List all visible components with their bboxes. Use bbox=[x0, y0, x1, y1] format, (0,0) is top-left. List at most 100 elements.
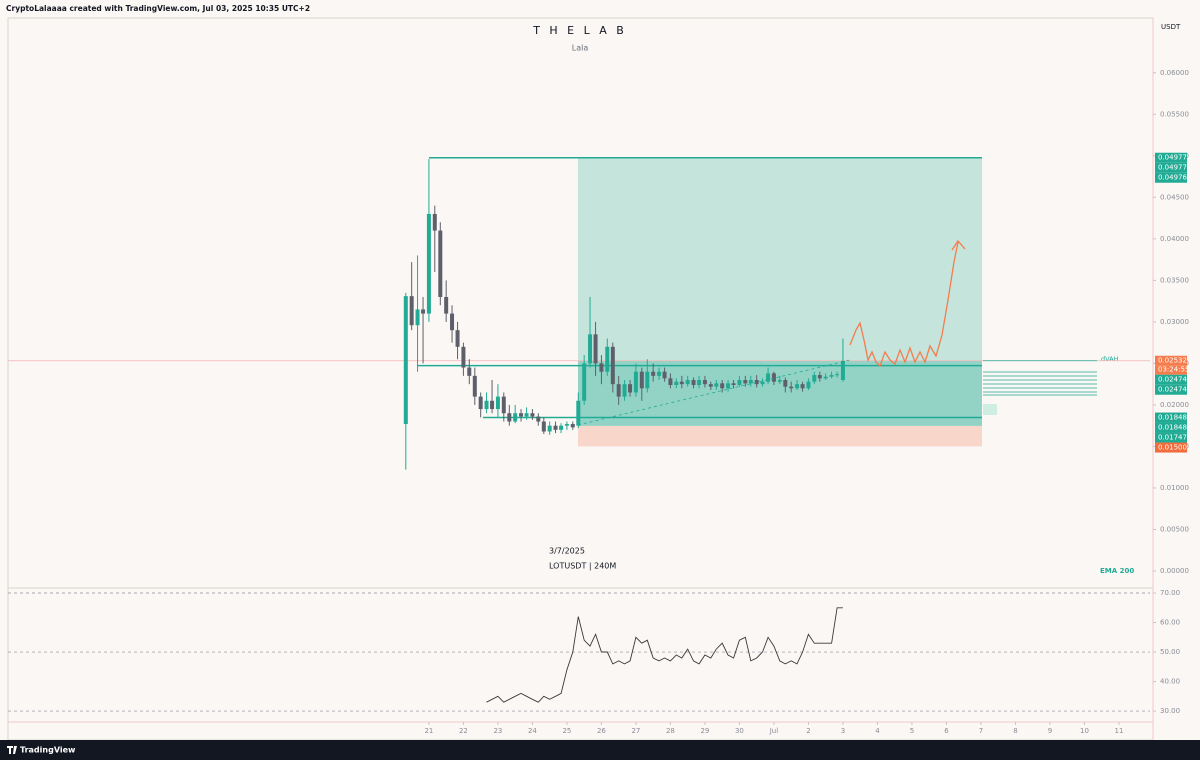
candle-body bbox=[771, 373, 776, 382]
candle-body bbox=[743, 380, 748, 384]
candle-body bbox=[766, 373, 771, 382]
y-tick-label: 60.00 bbox=[1160, 619, 1180, 627]
candle-body bbox=[708, 384, 713, 387]
candle-body bbox=[605, 346, 610, 372]
x-tick-label: 10 bbox=[1080, 727, 1089, 735]
candle-body bbox=[530, 413, 535, 417]
y-tick-label: 0.05500 bbox=[1160, 110, 1189, 118]
countdown-box bbox=[1155, 365, 1187, 375]
candle-body bbox=[679, 381, 684, 385]
candle-body bbox=[748, 380, 753, 384]
y-tick-label: 70.00 bbox=[1160, 589, 1180, 597]
candle-body bbox=[628, 384, 633, 393]
candle-body bbox=[409, 296, 414, 326]
trend-line bbox=[577, 359, 851, 426]
candle-body bbox=[582, 363, 587, 401]
candle-body bbox=[432, 213, 437, 231]
price-label-box bbox=[1155, 374, 1187, 385]
candle-body bbox=[490, 400, 495, 410]
candle-body bbox=[685, 380, 690, 385]
price-label: 0.01500 bbox=[1158, 444, 1187, 452]
y-tick-label: 40.00 bbox=[1160, 678, 1180, 686]
candle-body bbox=[501, 396, 506, 414]
projection-path bbox=[849, 241, 959, 368]
footer-bar bbox=[0, 740, 1200, 760]
price-label-box bbox=[1155, 172, 1187, 183]
x-tick-label: 11 bbox=[1114, 727, 1123, 735]
y-tick-label: 0.04500 bbox=[1160, 193, 1189, 201]
countdown: 03:24:55 bbox=[1158, 366, 1189, 374]
candle-body bbox=[478, 396, 483, 410]
candle-body bbox=[507, 413, 512, 422]
candle-body bbox=[702, 380, 707, 385]
price-label: 0.04976 bbox=[1158, 174, 1187, 182]
candle-body bbox=[484, 400, 489, 410]
candle-body bbox=[817, 375, 822, 379]
x-tick-label: 4 bbox=[875, 727, 880, 735]
candle-body bbox=[616, 384, 621, 397]
price-label: 0.04977 bbox=[1158, 164, 1187, 172]
candle-body bbox=[524, 413, 529, 417]
range-zone bbox=[578, 360, 982, 426]
candle-body bbox=[461, 346, 466, 368]
candle-body bbox=[651, 371, 656, 376]
x-tick-label: 27 bbox=[631, 727, 640, 735]
candle-body bbox=[726, 383, 731, 389]
candle-body bbox=[536, 416, 541, 422]
profile-box bbox=[983, 404, 997, 415]
y-tick-label: 0.02000 bbox=[1160, 401, 1189, 409]
price-label: 0.04977 bbox=[1158, 154, 1187, 162]
candle-body bbox=[812, 375, 817, 382]
price-label: 0.02474 bbox=[1158, 376, 1187, 384]
candle-body bbox=[513, 413, 518, 422]
x-tick-label: 8 bbox=[1013, 727, 1017, 735]
x-tick-label: Jul bbox=[769, 727, 779, 735]
stop-zone bbox=[578, 425, 982, 447]
candle-body bbox=[823, 376, 828, 379]
candle-body bbox=[403, 296, 408, 425]
price-label: 0.01848 bbox=[1158, 424, 1187, 432]
candle-body bbox=[610, 346, 615, 385]
candle-body bbox=[737, 380, 742, 385]
x-tick-label: 23 bbox=[493, 727, 502, 735]
candle-body bbox=[588, 334, 593, 364]
candle-body bbox=[800, 384, 805, 389]
x-tick-label: 25 bbox=[562, 727, 571, 735]
x-tick-label: 22 bbox=[459, 727, 468, 735]
candle-body bbox=[450, 313, 455, 331]
candle-body bbox=[720, 383, 725, 389]
candle-body bbox=[455, 330, 460, 347]
chart-subtitle: Lala bbox=[572, 44, 589, 53]
candle-body bbox=[622, 384, 627, 397]
candle-body bbox=[754, 380, 759, 385]
candle-body bbox=[829, 375, 834, 377]
y-tick-label: 0.06000 bbox=[1160, 69, 1189, 77]
x-tick-label: 7 bbox=[979, 727, 983, 735]
rsi-line bbox=[486, 607, 843, 703]
x-tick-label: 26 bbox=[597, 727, 606, 735]
candle-body bbox=[668, 378, 673, 385]
price-label-box bbox=[1155, 412, 1187, 423]
y-tick-label: 0.01000 bbox=[1160, 484, 1189, 492]
x-tick-label: 3 bbox=[841, 727, 845, 735]
candle-body bbox=[421, 309, 426, 314]
candle-body bbox=[559, 425, 564, 430]
y-tick-label: 0.04000 bbox=[1160, 235, 1189, 243]
candle-body bbox=[806, 381, 811, 389]
candle-body bbox=[570, 424, 575, 428]
price-label-box bbox=[1155, 384, 1187, 395]
candle-body bbox=[691, 380, 696, 385]
price-label-box bbox=[1155, 432, 1187, 443]
candle-body bbox=[547, 425, 552, 432]
candle-body bbox=[633, 371, 638, 393]
candle-body bbox=[714, 383, 719, 387]
price-label-box bbox=[1155, 162, 1187, 173]
price-label: 0.02532 bbox=[1158, 357, 1187, 365]
price-label-box bbox=[1155, 442, 1187, 453]
candle-body bbox=[444, 296, 449, 314]
credit: CryptoLalaaaa created with TradingView.c… bbox=[6, 4, 310, 13]
x-tick-label: 2 bbox=[806, 727, 810, 735]
candle-body bbox=[662, 371, 667, 379]
x-tick-label: 9 bbox=[1048, 727, 1052, 735]
